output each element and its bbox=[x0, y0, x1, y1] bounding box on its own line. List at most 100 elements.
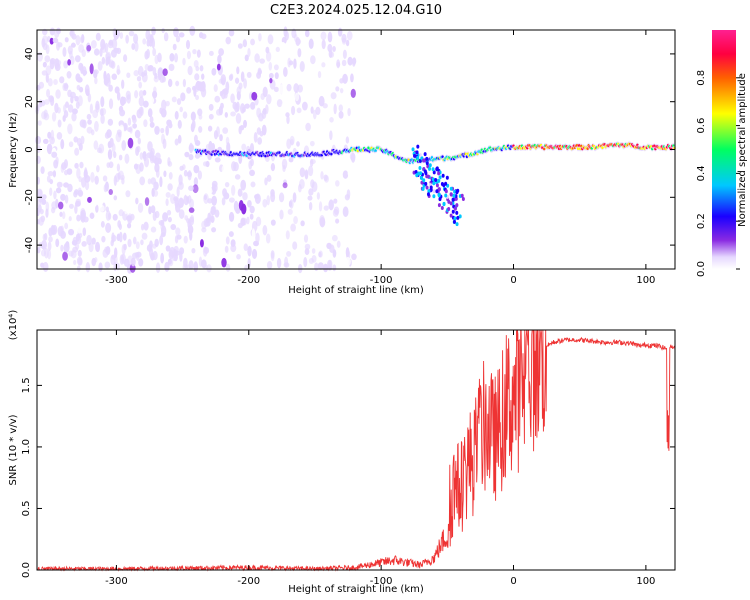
spectrogram-branch-cell bbox=[432, 189, 436, 194]
spectrogram-speckle bbox=[308, 201, 313, 211]
spectrogram-speckle bbox=[173, 27, 179, 38]
spectrogram-speckle bbox=[332, 264, 337, 272]
spectrogram-speckle bbox=[168, 249, 174, 260]
spectrogram-speckle bbox=[127, 238, 132, 248]
spectrogram-branch-cell bbox=[442, 183, 446, 188]
spectrogram-speckle bbox=[94, 120, 99, 132]
spectrogram-speckle bbox=[266, 195, 270, 206]
spectrogram-speckle bbox=[154, 157, 160, 166]
spectrogram-speckle bbox=[198, 81, 204, 92]
spectrogram-speckle bbox=[62, 47, 67, 57]
spectrogram-speckle bbox=[293, 58, 297, 69]
spectrogram-speckle bbox=[78, 232, 83, 239]
spectrogram-speckle bbox=[84, 250, 91, 257]
spectrogram-speckle bbox=[93, 48, 100, 56]
spectrogram-speckle bbox=[39, 208, 44, 215]
spectrogram-speckle bbox=[87, 119, 92, 125]
spectrogram-speckle bbox=[45, 219, 52, 230]
spectrogram-speckle bbox=[41, 198, 47, 205]
spectrogram-speckle bbox=[345, 39, 350, 47]
spectrogram-speckle bbox=[77, 187, 82, 196]
spectrogram-speckle bbox=[231, 184, 236, 196]
spectrogram-branch-cell bbox=[447, 206, 451, 211]
spectrogram-speckle bbox=[234, 174, 241, 180]
spectrogram-speckle bbox=[342, 170, 349, 179]
snr-panel: -300 -200 -100 0 100 0.0 0.5 1.0 1.5 Height of … bbox=[8, 310, 676, 595]
spectrogram-speckle bbox=[148, 40, 153, 47]
spectrogram-speckle bbox=[54, 58, 60, 69]
spectrogram-speckle bbox=[332, 46, 336, 52]
spectrogram-speckle bbox=[163, 32, 169, 42]
spectrogram-speckle bbox=[347, 107, 351, 117]
spectrogram-speckle bbox=[136, 76, 142, 82]
spectrogram-speckle bbox=[284, 31, 289, 41]
spectrogram-speckle bbox=[347, 56, 353, 66]
spectrogram-branch-cell bbox=[456, 215, 460, 220]
spectrogram-speckle bbox=[69, 29, 75, 39]
spectrogram-speckle bbox=[53, 78, 58, 86]
spectrogram-branch-cell bbox=[425, 156, 429, 161]
spectrogram-speckle bbox=[224, 245, 229, 253]
spectrogram-speckle bbox=[152, 90, 158, 99]
spectrogram-branch-cell bbox=[416, 144, 420, 149]
spectrogram-speckle bbox=[121, 253, 126, 265]
spectrogram-speckle bbox=[161, 27, 165, 34]
spectrogram-speckle bbox=[184, 151, 190, 158]
spectrogram-speckle bbox=[40, 215, 46, 223]
spectrogram-speckle bbox=[323, 205, 329, 211]
spectrogram-speckle bbox=[315, 106, 321, 116]
spectrogram-ridge-cell bbox=[330, 152, 333, 156]
spectrogram-branch-cell bbox=[426, 192, 430, 197]
spectrogram-ridge-cell bbox=[575, 143, 579, 147]
spectrogram-branch-cell bbox=[420, 175, 424, 180]
spectrogram-speckle bbox=[149, 121, 155, 128]
spectrogram-branch-cell bbox=[428, 166, 432, 171]
spectrogram-speckle bbox=[150, 226, 157, 233]
spectrogram-speckle bbox=[141, 232, 148, 240]
spectrogram-speckle bbox=[108, 212, 112, 220]
spectrogram-speckle bbox=[78, 176, 83, 183]
spectrogram-speckle bbox=[105, 245, 111, 255]
spectrogram-speckle bbox=[37, 120, 42, 126]
spectrogram-speckle bbox=[311, 181, 318, 193]
spectrogram-speckle bbox=[230, 111, 236, 117]
spectrogram-speckle bbox=[93, 140, 99, 150]
spectrogram-speckle bbox=[262, 198, 268, 208]
snr-y-label: SNR (10 * v/v) bbox=[8, 414, 19, 485]
spectrogram-speckle bbox=[207, 187, 213, 194]
spectrogram-speckle bbox=[69, 50, 73, 59]
spectrogram-speckle bbox=[66, 168, 73, 175]
spectrogram-speckle bbox=[41, 70, 48, 76]
spectrogram-speckle bbox=[111, 73, 118, 80]
spectrogram-speckle bbox=[47, 171, 54, 177]
spectrogram-speckle bbox=[256, 107, 262, 118]
spectrogram-ridge-cell bbox=[586, 147, 589, 151]
spectrogram-speckle bbox=[71, 112, 77, 122]
spectrogram-speckle bbox=[302, 101, 308, 111]
spectrogram-speckle bbox=[64, 194, 69, 204]
spectrogram-speckle bbox=[70, 42, 76, 48]
spectrogram-speckle bbox=[142, 38, 147, 45]
spectrogram-speckle bbox=[335, 218, 340, 224]
spectrogram-speckle bbox=[179, 251, 183, 262]
spectrogram-speckle bbox=[225, 236, 230, 245]
spectrogram-speckle bbox=[105, 206, 109, 213]
spectrogram-speckle bbox=[116, 129, 122, 136]
spectrogram-speckle bbox=[251, 228, 256, 239]
spectrogram-speckle bbox=[166, 209, 172, 216]
spectrogram-speckle bbox=[73, 190, 78, 198]
spectrogram-speckle bbox=[190, 111, 196, 122]
spectrogram-speckle bbox=[36, 246, 41, 254]
spectrogram-speckle bbox=[161, 133, 165, 145]
spectrogram-speckle bbox=[170, 223, 177, 231]
spectrogram-speckle bbox=[328, 199, 334, 211]
spectrogram-speckle bbox=[273, 64, 279, 71]
spectrogram-speckle bbox=[118, 231, 123, 243]
spectrogram-speckle bbox=[187, 170, 192, 181]
spectrogram-speckle bbox=[329, 244, 335, 253]
spectrogram-speckle bbox=[104, 132, 110, 139]
spectrogram-speckle bbox=[126, 94, 131, 104]
spectrogram-speckle bbox=[266, 94, 272, 105]
spectrogram-speckle bbox=[336, 62, 341, 68]
spectrogram-speckle bbox=[134, 41, 139, 52]
